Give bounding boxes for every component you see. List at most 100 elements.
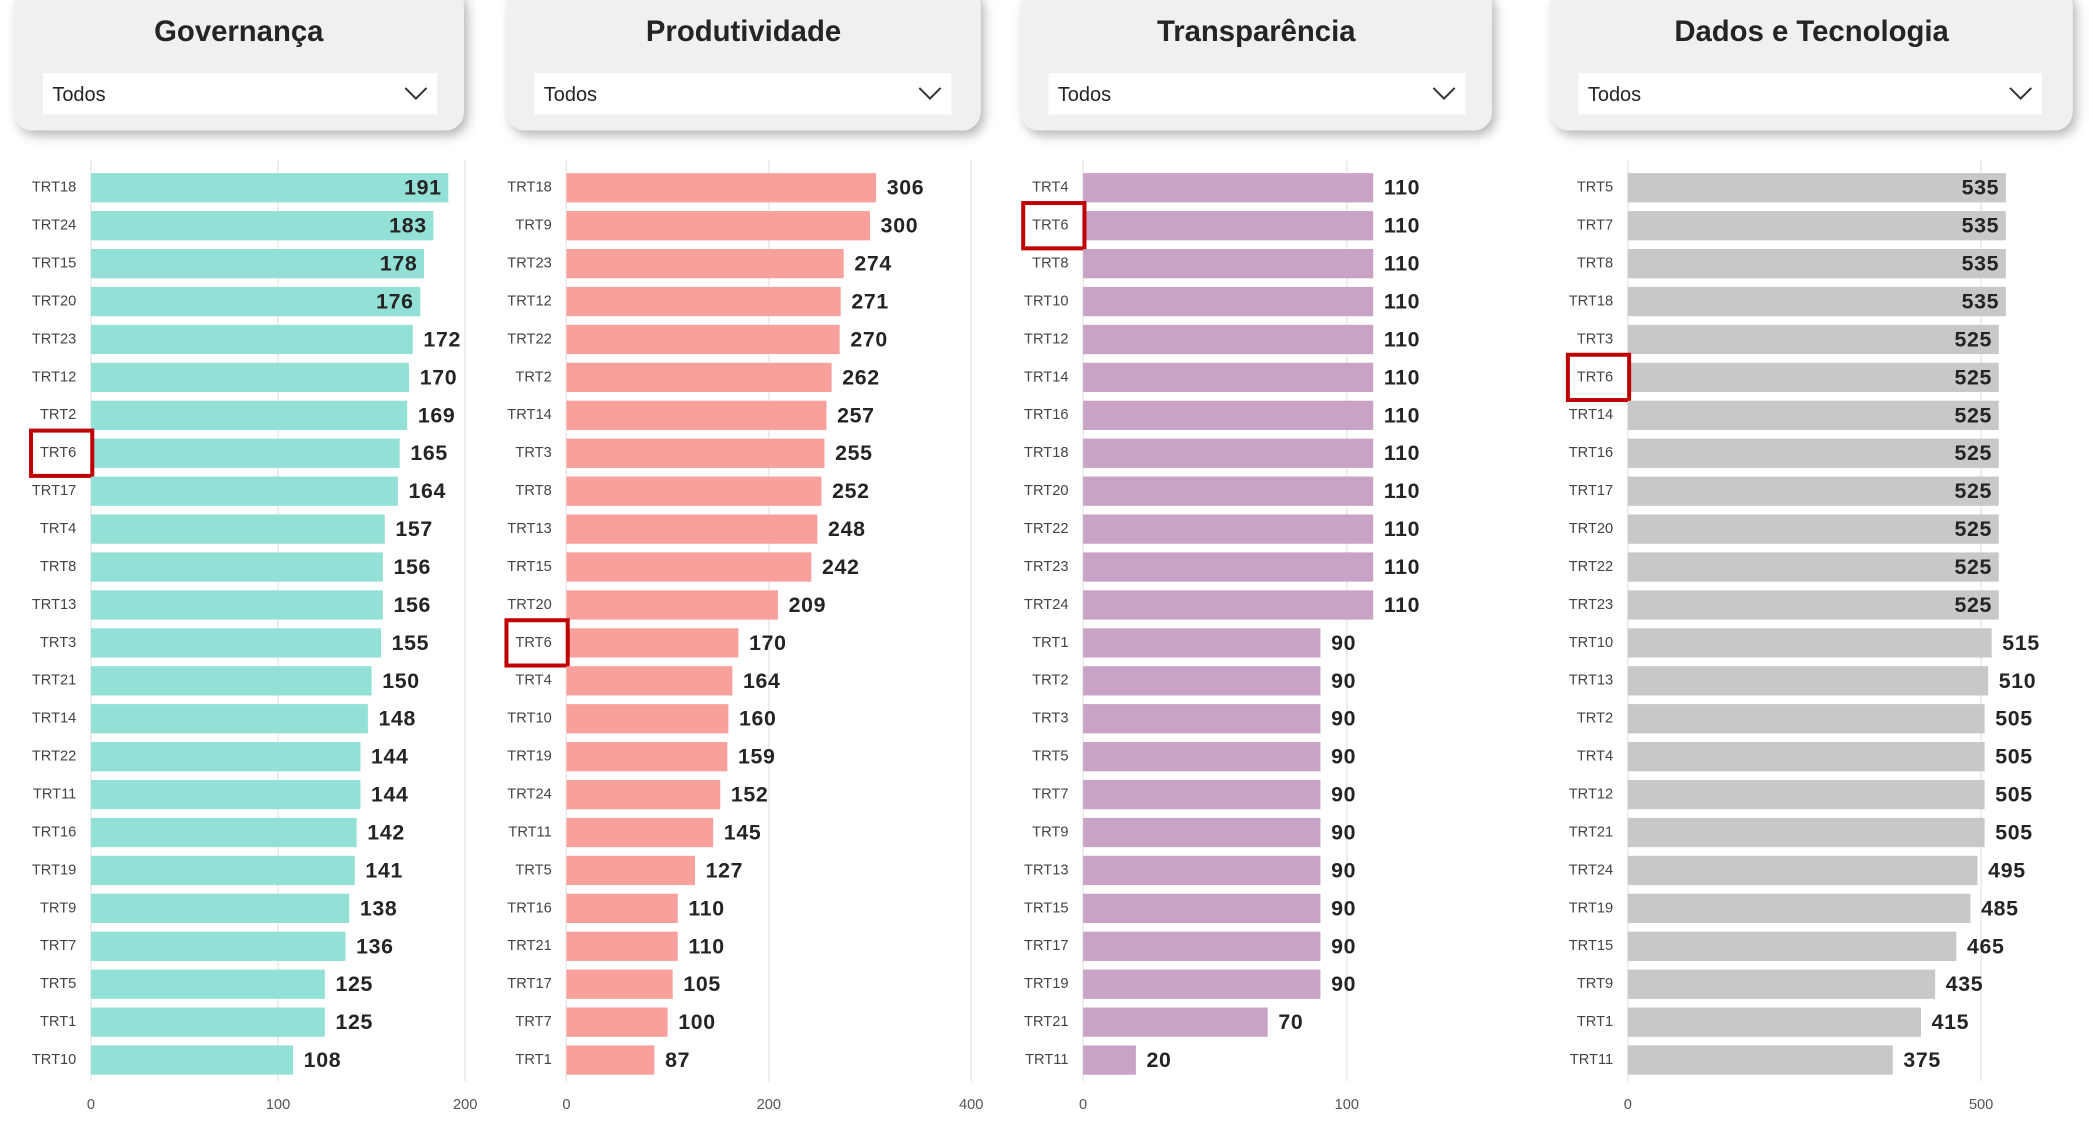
filter-dropdown[interactable]: Todos <box>534 73 952 115</box>
bar <box>1627 742 1985 772</box>
dropdown-value[interactable]: Todos <box>52 84 105 106</box>
y-tick-label: TRT5 <box>1577 180 1613 196</box>
y-tick-label: TRT20 <box>507 597 551 613</box>
dropdown-box[interactable] <box>1048 73 1466 115</box>
data-label: 108 <box>304 1048 342 1072</box>
bar <box>90 590 383 620</box>
y-tick-label: TRT14 <box>1569 407 1613 423</box>
bar <box>90 173 449 203</box>
bar <box>1083 1045 1136 1075</box>
y-tick-label: TRT5 <box>40 976 76 992</box>
bar <box>90 893 350 924</box>
data-label: 255 <box>835 441 873 465</box>
bar <box>566 969 673 999</box>
data-label: 141 <box>365 858 403 882</box>
data-label: 505 <box>1995 707 2033 731</box>
bar <box>1083 704 1321 734</box>
y-tick-label: TRT16 <box>1569 445 1613 461</box>
bar <box>1083 438 1374 468</box>
y-tick-label: TRT4 <box>1032 180 1068 196</box>
y-tick-label: TRT15 <box>1569 938 1613 954</box>
dropdown-box[interactable] <box>43 73 438 115</box>
dropdown-box[interactable] <box>1578 73 2042 115</box>
data-label: 127 <box>706 858 744 882</box>
y-tick-label: TRT23 <box>1024 559 1068 575</box>
data-label: 535 <box>1962 214 2000 238</box>
dropdown-chevron[interactable] <box>2009 87 2033 100</box>
bar <box>1627 211 2006 241</box>
bar <box>1083 893 1321 924</box>
dropdown-value[interactable]: Todos <box>1588 84 1641 106</box>
dropdown-value[interactable]: Todos <box>1058 84 1111 106</box>
y-tick-label: TRT17 <box>32 483 76 499</box>
data-label: 306 <box>887 176 925 200</box>
y-tick-label: TRT23 <box>1569 597 1613 613</box>
data-label: 156 <box>394 555 432 579</box>
y-tick-label: TRT16 <box>507 900 551 916</box>
bar <box>90 248 425 279</box>
y-tick-label: TRT8 <box>1577 256 1613 272</box>
y-tick-label: TRT5 <box>515 862 551 878</box>
bar <box>1627 969 1936 999</box>
data-label: 435 <box>1946 972 1984 996</box>
bar <box>566 742 728 772</box>
data-label: 257 <box>837 403 875 427</box>
bar <box>566 817 714 848</box>
bar <box>566 362 832 393</box>
data-label: 415 <box>1932 1010 1970 1034</box>
data-label: 90 <box>1331 631 1356 655</box>
chart-title: Dados e Tecnologia <box>1674 15 1949 48</box>
data-label: 142 <box>367 820 405 844</box>
bar <box>566 704 729 734</box>
filter-dropdown[interactable]: Todos <box>1048 73 1466 115</box>
highlight-box <box>29 428 95 478</box>
y-tick-label: TRT4 <box>515 673 551 689</box>
data-label: 525 <box>1955 593 1993 617</box>
data-label: 505 <box>1995 783 2033 807</box>
y-tick-label: TRT7 <box>1032 786 1068 802</box>
bar <box>90 1045 294 1075</box>
data-label: 155 <box>392 631 430 655</box>
bar <box>90 817 357 848</box>
highlight-box <box>1565 352 1632 403</box>
data-label: 110 <box>1384 214 1420 238</box>
y-tick-label: TRT18 <box>1569 293 1613 309</box>
dropdown-value[interactable]: Todos <box>544 84 597 106</box>
y-tick-label: TRT9 <box>40 900 76 916</box>
filter-dropdown[interactable]: Todos <box>43 73 438 115</box>
y-tick-label: TRT6 <box>40 445 76 461</box>
dropdown-chevron[interactable] <box>404 87 428 100</box>
bar <box>90 362 410 393</box>
data-label: 525 <box>1955 555 1993 579</box>
data-label: 110 <box>1384 252 1420 276</box>
y-tick-label: TRT21 <box>1024 1014 1068 1030</box>
data-label: 90 <box>1331 783 1356 807</box>
data-label: 170 <box>420 365 458 389</box>
data-label: 150 <box>382 669 420 693</box>
bar <box>1627 173 2006 203</box>
y-tick-label: TRT14 <box>507 407 551 423</box>
y-tick-label: TRT7 <box>40 938 76 954</box>
bar <box>90 855 355 886</box>
bar <box>1083 514 1374 544</box>
dropdown-chevron[interactable] <box>918 87 942 100</box>
bar <box>1083 590 1374 620</box>
filter-dropdown[interactable]: Todos <box>1578 73 2042 115</box>
bar <box>566 666 733 696</box>
y-tick-label: TRT11 <box>508 824 551 840</box>
data-label: 270 <box>850 327 888 351</box>
bar <box>566 893 678 924</box>
y-tick-label: TRT18 <box>1024 445 1068 461</box>
bar <box>90 514 385 544</box>
data-label: 148 <box>379 707 417 731</box>
bar <box>566 855 695 886</box>
y-tick-label: TRT24 <box>507 786 551 802</box>
dropdown-chevron[interactable] <box>1432 87 1456 100</box>
bar <box>1627 628 1992 658</box>
bar <box>90 628 381 658</box>
y-tick-label: TRT18 <box>32 180 76 196</box>
bar <box>566 931 678 961</box>
y-tick-label: TRT14 <box>32 711 76 727</box>
y-tick-label: TRT15 <box>32 256 76 272</box>
dropdown-box[interactable] <box>534 73 952 115</box>
